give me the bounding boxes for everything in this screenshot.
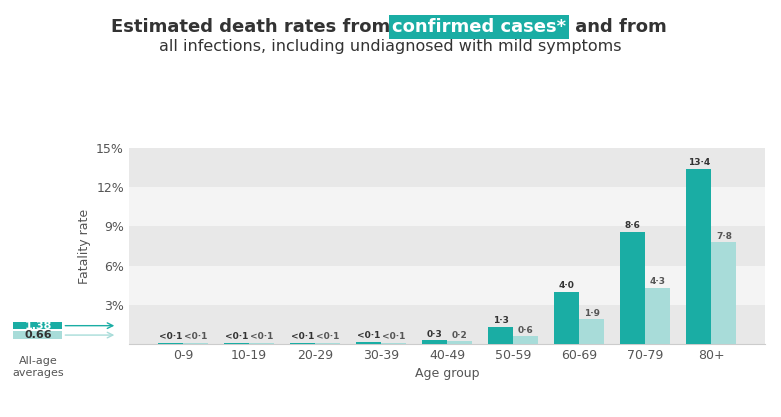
- Text: and from: and from: [569, 18, 666, 36]
- Text: 0·2: 0·2: [451, 331, 468, 340]
- Text: 8·6: 8·6: [625, 221, 640, 230]
- Text: all infections, including undiagnosed with mild symptoms: all infections, including undiagnosed wi…: [159, 40, 622, 54]
- X-axis label: Age group: Age group: [415, 367, 480, 380]
- Bar: [645, 288, 670, 344]
- Y-axis label: Fatality rate: Fatality rate: [77, 208, 91, 284]
- Text: All-age
averages: All-age averages: [12, 356, 64, 378]
- Text: confirmed cases*: confirmed cases*: [392, 18, 566, 36]
- Text: <0·1: <0·1: [159, 332, 182, 341]
- FancyBboxPatch shape: [13, 332, 62, 339]
- Bar: [183, 343, 208, 344]
- Text: <0·1: <0·1: [291, 332, 314, 341]
- Text: 1·3: 1·3: [493, 317, 508, 326]
- Bar: [488, 327, 513, 344]
- FancyBboxPatch shape: [13, 322, 62, 329]
- Bar: [129, 226, 765, 266]
- Bar: [513, 336, 538, 344]
- Text: 0.66: 0.66: [24, 330, 52, 340]
- Bar: [580, 319, 604, 344]
- Text: 1.38: 1.38: [24, 321, 52, 331]
- Bar: [447, 342, 473, 344]
- Bar: [315, 343, 340, 344]
- Text: <0·1: <0·1: [225, 332, 248, 341]
- Text: 4·0: 4·0: [558, 281, 575, 290]
- Bar: [129, 187, 765, 226]
- Bar: [129, 266, 765, 305]
- Text: <0·1: <0·1: [184, 332, 207, 341]
- Text: 1·9: 1·9: [583, 309, 600, 318]
- Bar: [555, 292, 580, 344]
- Bar: [224, 343, 249, 344]
- Text: Estimated death rates from: Estimated death rates from: [111, 18, 390, 36]
- Bar: [711, 242, 736, 344]
- Bar: [249, 343, 274, 344]
- Bar: [686, 169, 711, 344]
- Bar: [422, 340, 447, 344]
- Text: <0·1: <0·1: [382, 332, 405, 341]
- Bar: [356, 342, 381, 344]
- Bar: [158, 343, 183, 344]
- Bar: [620, 232, 645, 344]
- Text: 7·8: 7·8: [716, 231, 732, 241]
- Text: <0·1: <0·1: [316, 332, 339, 341]
- Text: 0·3: 0·3: [426, 329, 443, 339]
- Text: 0·6: 0·6: [518, 326, 533, 334]
- Text: <0·1: <0·1: [357, 332, 380, 341]
- Text: 13·4: 13·4: [688, 158, 710, 167]
- Bar: [290, 343, 315, 344]
- Text: 4·3: 4·3: [650, 277, 666, 286]
- Bar: [381, 343, 406, 344]
- Bar: [129, 305, 765, 344]
- Text: <0·1: <0·1: [250, 332, 273, 341]
- Bar: [129, 148, 765, 187]
